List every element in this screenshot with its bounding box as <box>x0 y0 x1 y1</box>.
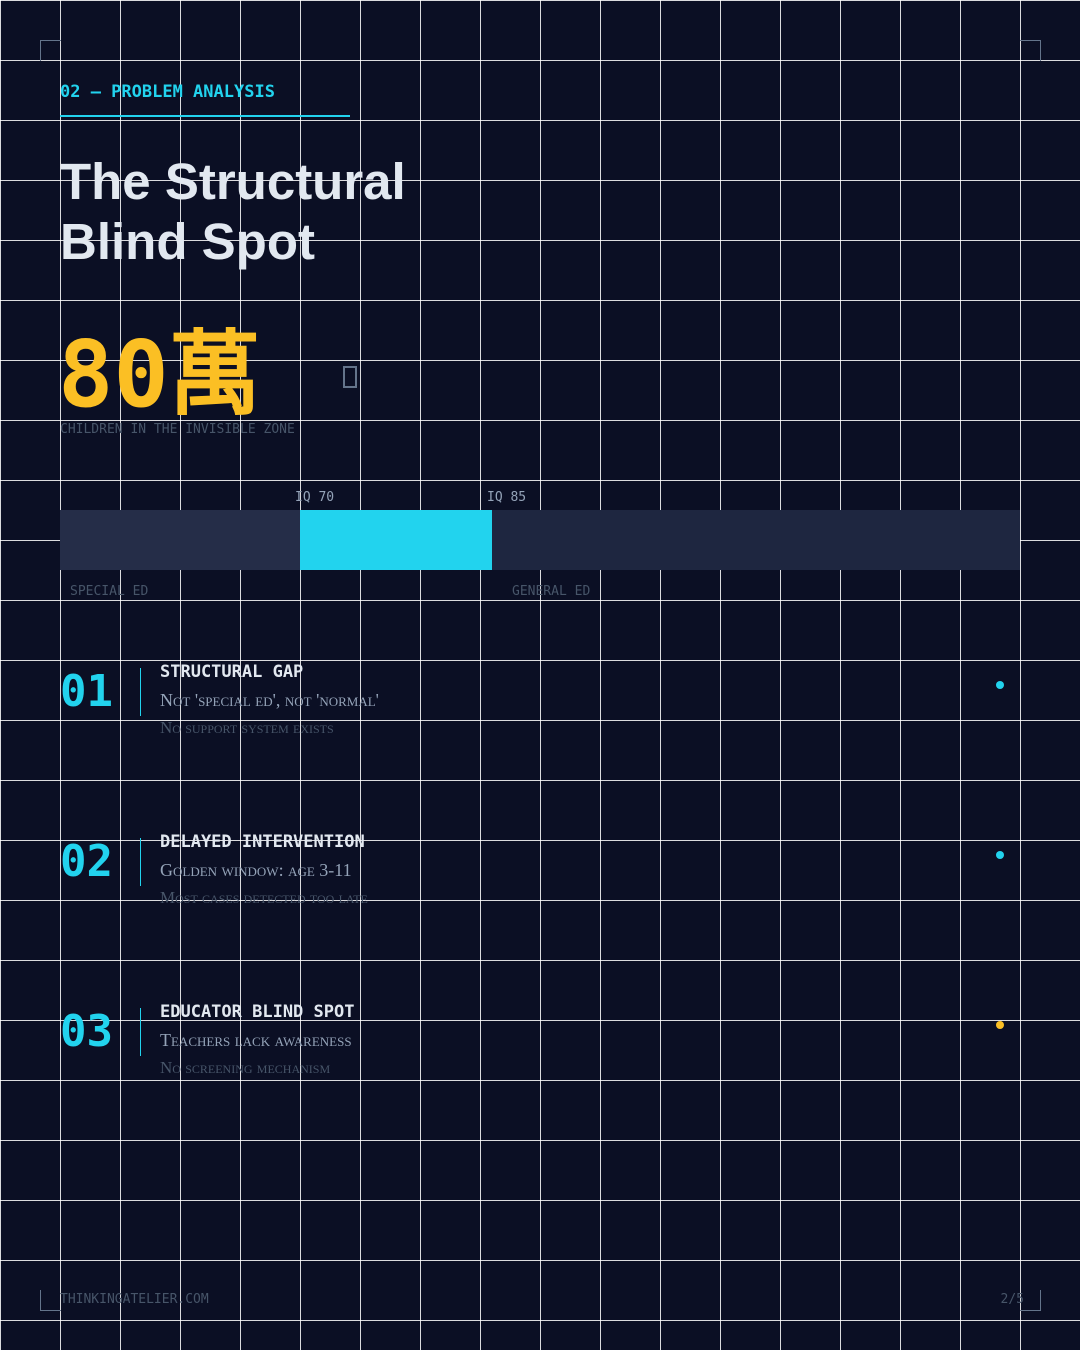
bar-zone-highlight <box>300 510 492 570</box>
item-number: 01 <box>60 666 113 717</box>
item-divider <box>140 1008 141 1056</box>
item-number: 03 <box>60 1006 113 1057</box>
item-title: DELAYED INTERVENTION <box>160 832 365 852</box>
stat-label: CHILDREN IN THE INVISIBLE ZONE <box>60 422 295 437</box>
title: The Structural Blind Spot <box>60 152 406 272</box>
zone-label: GENERAL ED <box>512 584 591 599</box>
status-dot <box>996 1021 1004 1029</box>
underline <box>60 115 350 117</box>
item-line: Teachers lack awareness <box>160 1030 352 1050</box>
item-title: STRUCTURAL GAP <box>160 662 304 682</box>
corner <box>1020 40 1041 61</box>
item-title: EDUCATOR BLIND SPOT <box>160 1002 355 1022</box>
footer-site: THINKINGATELIER.COM <box>60 1292 209 1307</box>
item-number: 02 <box>60 836 113 887</box>
corner <box>40 40 61 61</box>
bar-zone <box>492 510 1020 570</box>
section-label: 02 — PROBLEM ANALYSIS <box>60 82 275 102</box>
item-line: No support system exists <box>160 718 334 737</box>
bar-zone <box>60 510 300 570</box>
title-line: Blind Spot <box>60 213 315 270</box>
footer-page: 2/5 <box>1000 1292 1024 1307</box>
item-divider <box>140 668 141 716</box>
stat-value: 80萬 <box>58 321 261 428</box>
icon <box>343 366 357 388</box>
zone-label: SPECIAL ED <box>70 584 149 599</box>
corner <box>40 1290 61 1311</box>
title-line: The Structural <box>60 153 406 210</box>
marker-label: IQ 70 <box>295 490 335 505</box>
corner <box>1020 1290 1041 1311</box>
item-line: Golden window: age 3-11 <box>160 860 352 880</box>
status-dot <box>996 681 1004 689</box>
item-line: No screening mechanism <box>160 1058 331 1077</box>
item-line: Not 'special ed', not 'normal' <box>160 690 379 710</box>
marker-label: IQ 85 <box>487 490 527 505</box>
status-dot <box>996 851 1004 859</box>
item-divider <box>140 838 141 886</box>
item-line: Most cases detected too late <box>160 888 368 907</box>
